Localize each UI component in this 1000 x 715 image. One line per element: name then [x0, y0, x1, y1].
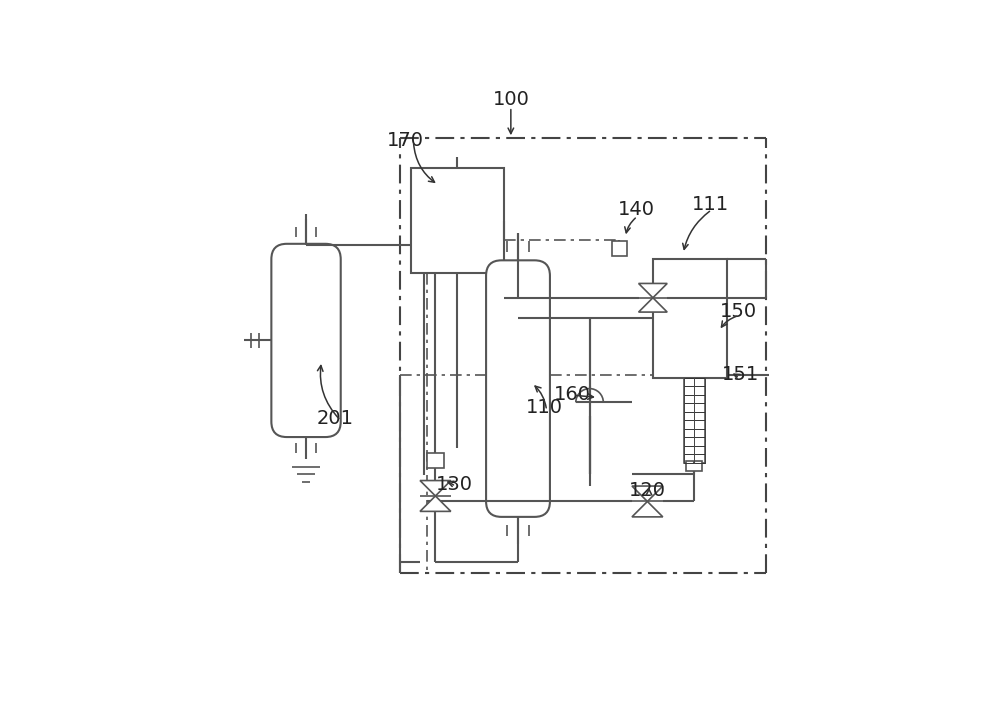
Bar	[684, 378, 705, 463]
FancyBboxPatch shape	[486, 260, 550, 517]
Bar	[411, 168, 504, 273]
Polygon shape	[632, 486, 663, 501]
Text: 160: 160	[553, 385, 590, 403]
Text: 130: 130	[436, 475, 473, 495]
Polygon shape	[639, 297, 667, 312]
Text: 100: 100	[492, 90, 529, 109]
Bar	[653, 260, 727, 378]
Bar	[686, 461, 702, 471]
Text: 150: 150	[720, 302, 757, 321]
Text: 110: 110	[526, 398, 563, 418]
Text: 111: 111	[692, 194, 729, 214]
Text: 140: 140	[618, 200, 655, 220]
Bar	[612, 241, 627, 257]
Text: 151: 151	[722, 365, 760, 385]
Text: 170: 170	[387, 132, 424, 150]
FancyBboxPatch shape	[271, 244, 341, 437]
Bar	[427, 453, 444, 468]
Polygon shape	[420, 480, 451, 496]
Text: 201: 201	[317, 410, 354, 428]
Text: 120: 120	[629, 481, 666, 500]
Polygon shape	[639, 283, 667, 297]
Polygon shape	[420, 496, 451, 511]
Polygon shape	[632, 501, 663, 517]
